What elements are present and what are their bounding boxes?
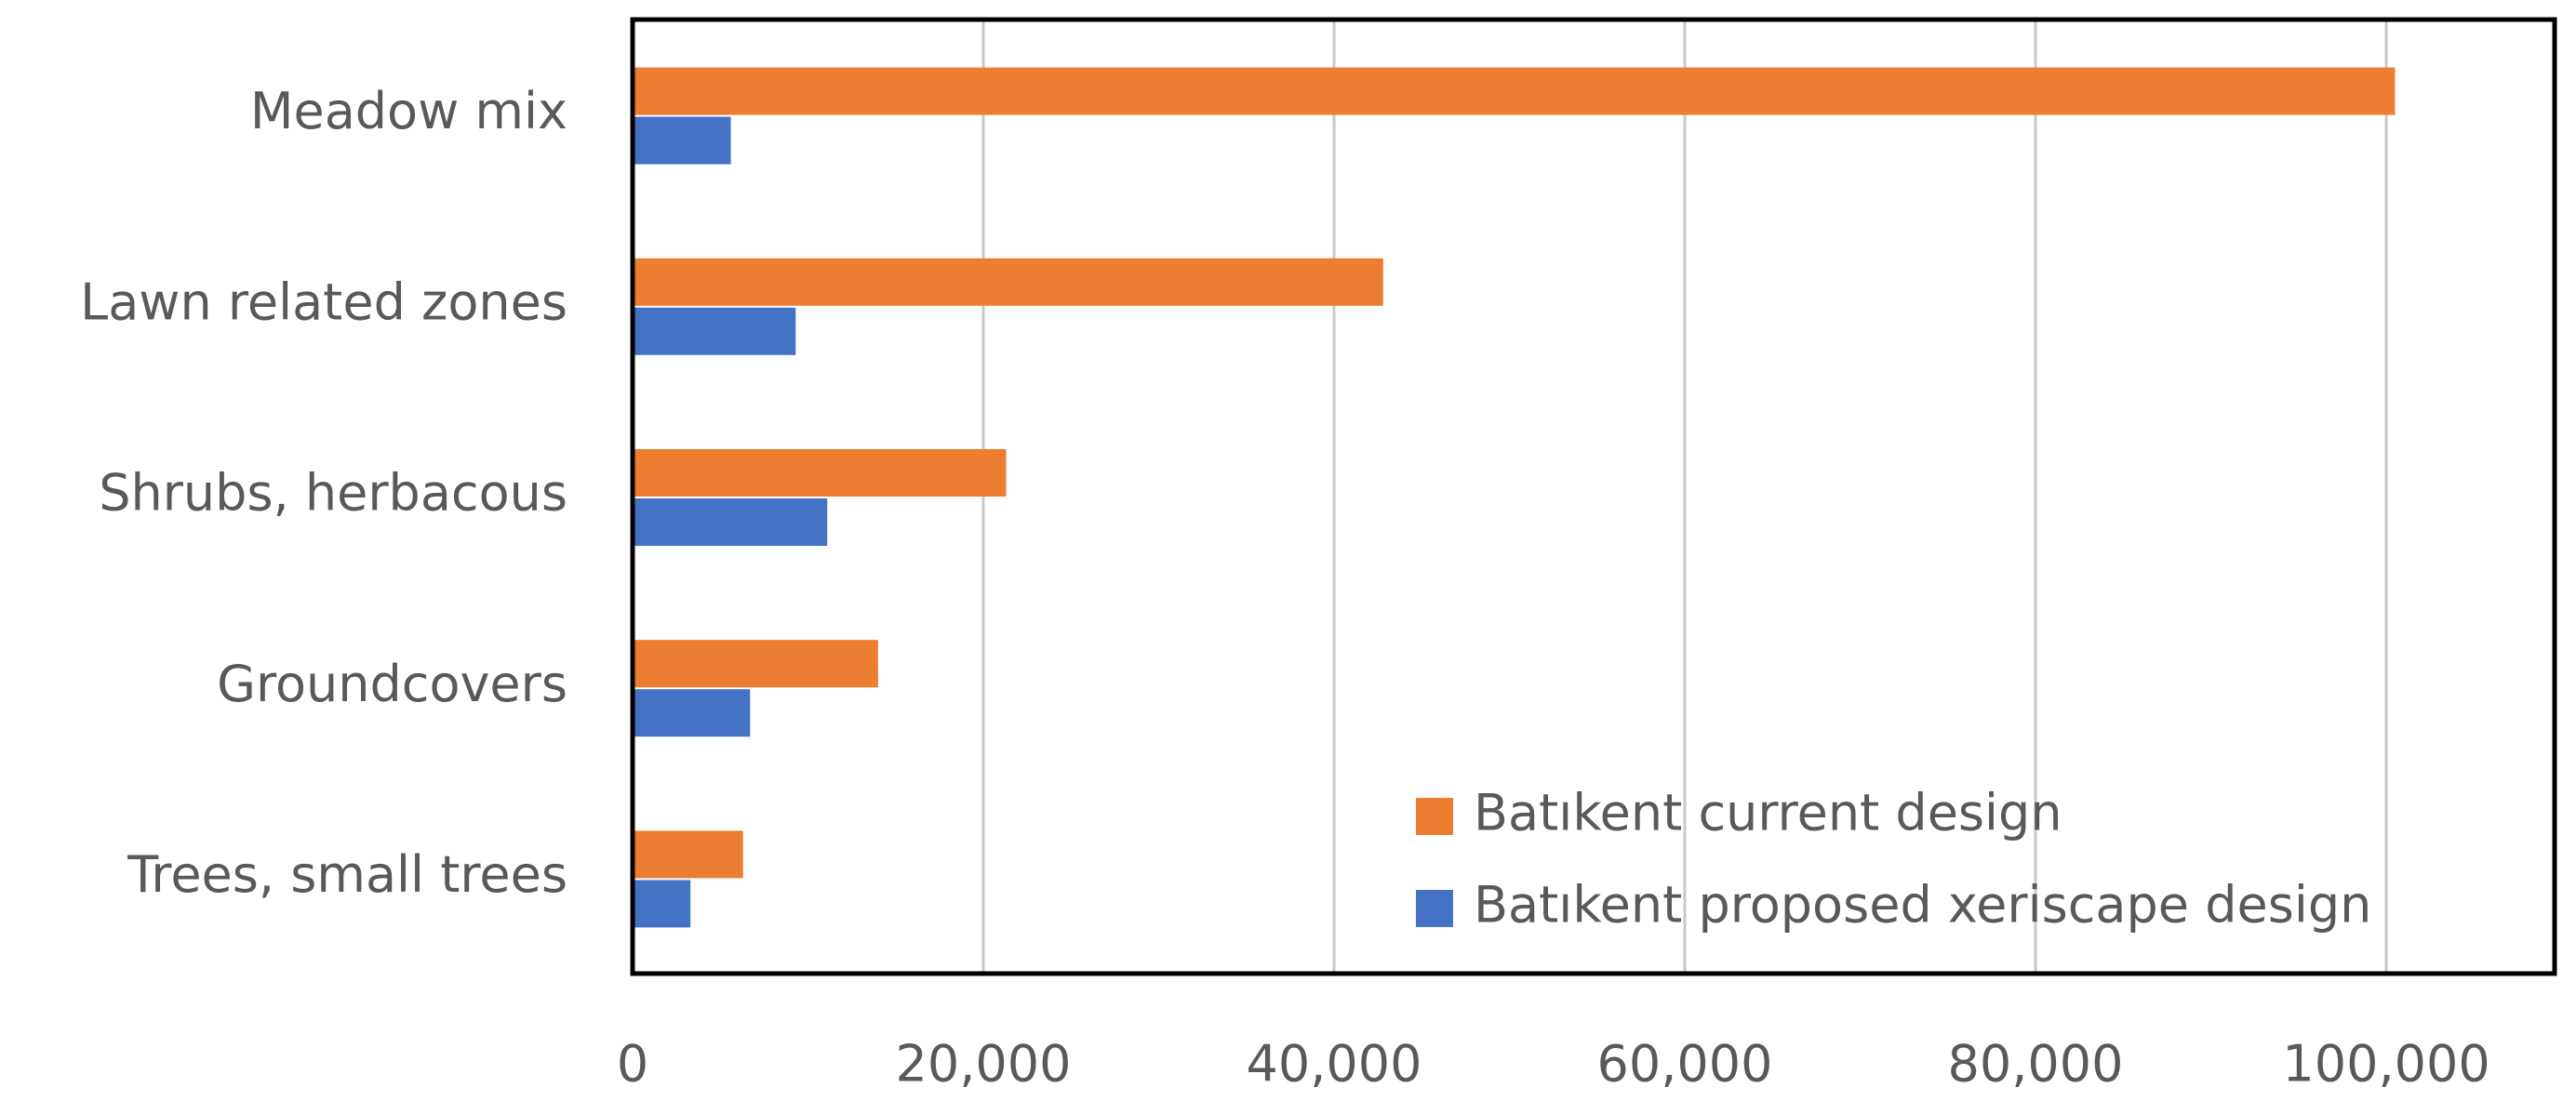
legend-swatch: [1416, 798, 1453, 835]
x-tick-label: 100,000: [2282, 1035, 2489, 1094]
bar: [633, 67, 2396, 115]
y-tick-label: Trees, small trees: [127, 845, 567, 904]
x-tick-label: 80,000: [1948, 1035, 2124, 1094]
x-tick-label: 20,000: [896, 1035, 1072, 1094]
bar: [633, 640, 878, 688]
bar: [633, 880, 691, 928]
bar: [633, 689, 751, 737]
y-tick-label: Meadow mix: [250, 82, 567, 140]
bar: [633, 116, 731, 165]
legend-label: Batıkent proposed xeriscape design: [1474, 876, 2371, 935]
legend-swatch: [1416, 890, 1453, 927]
y-tick-label: Groundcovers: [217, 655, 567, 713]
x-tick-label: 60,000: [1597, 1035, 1773, 1094]
x-tick-label: 0: [617, 1035, 648, 1094]
y-tick-label: Lawn related zones: [80, 272, 567, 331]
bar: [633, 830, 743, 879]
x-tick-label: 40,000: [1247, 1035, 1422, 1094]
bar: [633, 449, 1007, 497]
bar: [633, 307, 796, 355]
bar: [633, 498, 828, 546]
y-tick-label: Shrubs, herbacous: [99, 464, 567, 523]
legend-label: Batıkent current design: [1474, 784, 2062, 842]
bar: [633, 258, 1383, 306]
plot-border: [630, 17, 2557, 976]
